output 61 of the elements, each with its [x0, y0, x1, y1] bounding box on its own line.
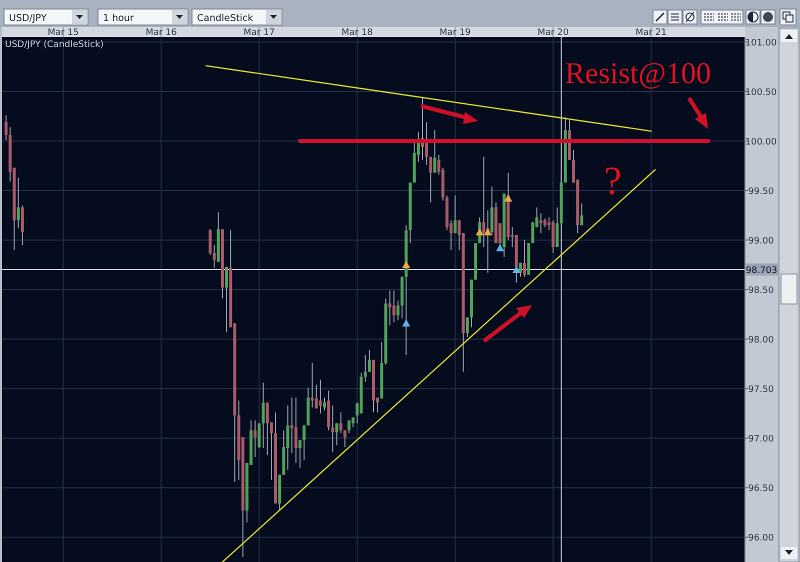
candlestick	[364, 354, 367, 382]
annotation: Resist@100	[565, 57, 711, 90]
x-tick-label: Mar 15	[48, 28, 79, 38]
x-tick-label: Mar 17	[244, 28, 275, 38]
candlestick	[343, 430, 346, 448]
candlestick	[212, 244, 216, 268]
x-tick-label: Mar 16	[146, 28, 178, 38]
candlestick	[433, 130, 436, 174]
candlestick	[323, 397, 326, 411]
candlestick	[531, 222, 534, 244]
candlestick	[348, 420, 351, 434]
candlestick	[254, 420, 257, 458]
y-tick-label: 100.50	[745, 88, 778, 98]
y-tick-label: 99.00	[748, 236, 774, 247]
candlestick	[310, 362, 314, 408]
candlestick	[294, 397, 298, 464]
candlestick	[335, 422, 338, 446]
text: USD/JPY	[9, 13, 47, 24]
y-tick-label: 98.00	[748, 336, 774, 346]
x-tick-label: Mar 18	[342, 28, 374, 38]
candlestick	[518, 262, 522, 278]
candlestick	[266, 402, 269, 456]
candlestick	[258, 422, 261, 449]
y-tick-label: 97.50	[748, 385, 774, 396]
ref-line-label: 98.703	[746, 266, 778, 276]
candlestick	[396, 300, 400, 321]
candlestick	[318, 379, 322, 414]
candlestick	[482, 156, 486, 248]
candlestick	[314, 384, 318, 409]
candlestick	[429, 156, 432, 203]
candlestick	[425, 122, 428, 166]
y-tick-label: 101.00	[745, 38, 778, 48]
x-tick-label: Mar 21	[635, 28, 667, 38]
candlestick	[454, 194, 457, 234]
x-tick-label: Mar 19	[440, 28, 472, 38]
y-tick-label: 99.50	[748, 187, 774, 198]
y-tick-label: 96.50	[748, 484, 774, 494]
candlestick	[523, 240, 526, 278]
candlestick	[290, 397, 294, 454]
candlestick	[368, 350, 371, 372]
chart-title: USD/JPY (CandleStick)	[5, 40, 104, 50]
y-tick-label: 96.00	[748, 534, 774, 544]
candlestick	[388, 290, 392, 326]
candlestick	[392, 290, 396, 323]
candlestick	[262, 382, 265, 449]
candlestick	[302, 424, 306, 460]
candlestick	[208, 228, 212, 256]
y-tick-label: 100.00	[745, 138, 778, 148]
candlestick	[556, 206, 559, 248]
annotation: ?	[604, 158, 622, 203]
candlestick	[466, 316, 469, 338]
candlestick	[298, 440, 302, 468]
candlestick	[225, 266, 228, 333]
x-tick-label: Mar 20	[537, 28, 570, 38]
text: 1 hour	[103, 13, 134, 24]
candlestick	[580, 202, 584, 226]
candlestick	[331, 404, 334, 453]
text: CandleStick	[197, 13, 254, 24]
candlestick	[339, 412, 342, 434]
y-tick-label: 97.00	[748, 434, 774, 445]
y-tick-label: 98.50	[748, 286, 774, 296]
